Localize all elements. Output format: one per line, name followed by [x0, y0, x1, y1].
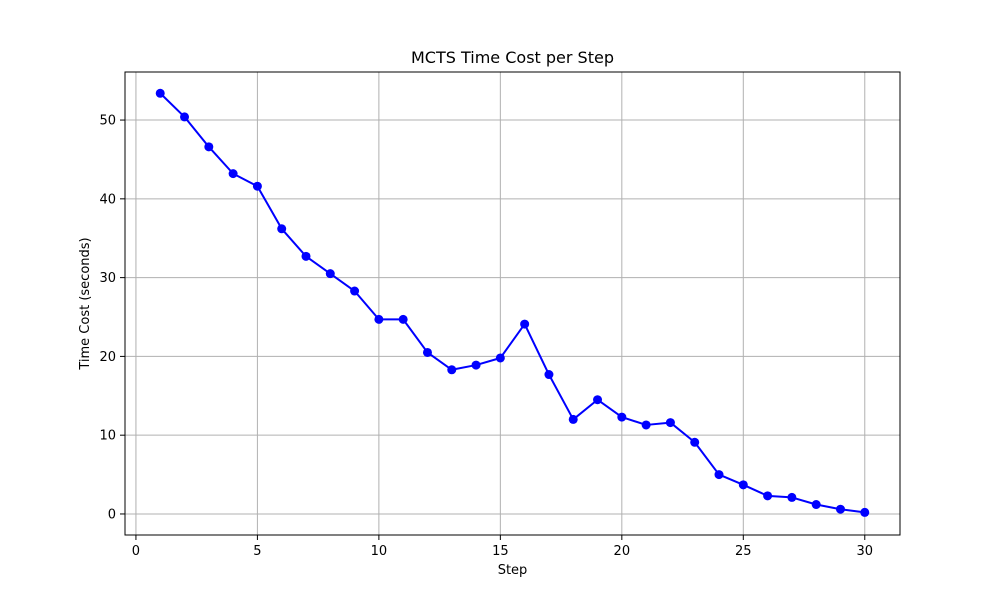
- data-point: [471, 360, 481, 370]
- x-tick-label: 30: [856, 544, 873, 559]
- data-point: [350, 286, 360, 296]
- data-point: [787, 492, 797, 502]
- plot-area-frame: [124, 71, 901, 536]
- data-point: [617, 412, 627, 422]
- series-layer: [155, 88, 870, 517]
- data-point: [495, 353, 505, 363]
- data-point: [447, 365, 457, 375]
- data-point: [301, 251, 311, 261]
- x-tick-label: 25: [735, 544, 752, 559]
- data-point: [593, 395, 603, 405]
- data-point: [398, 314, 408, 324]
- data-point: [277, 224, 287, 234]
- data-point: [714, 470, 724, 480]
- y-axis-label: Time Cost (seconds): [78, 237, 93, 370]
- data-point: [860, 507, 870, 517]
- data-point: [155, 88, 165, 98]
- y-tick-label: 50: [99, 114, 116, 129]
- data-point: [325, 269, 335, 279]
- data-point: [763, 491, 773, 501]
- y-tick-label: 20: [99, 350, 116, 365]
- data-point: [520, 319, 530, 329]
- x-tick-label: 10: [371, 544, 388, 559]
- data-point: [422, 347, 432, 357]
- chart-title: MCTS Time Cost per Step: [411, 48, 614, 67]
- data-point: [811, 500, 821, 510]
- grid: [125, 72, 900, 535]
- data-point: [690, 437, 700, 447]
- data-point: [374, 314, 384, 324]
- data-point: [568, 414, 578, 424]
- data-point: [544, 370, 554, 380]
- data-point: [738, 480, 748, 490]
- y-tick-label: 30: [99, 271, 116, 286]
- x-axis-label: Step: [498, 563, 528, 578]
- data-point: [641, 420, 651, 430]
- data-point: [204, 142, 214, 152]
- x-tick-label: 20: [614, 544, 631, 559]
- y-tick-label: 40: [99, 192, 116, 207]
- y-tick-label: 0: [108, 507, 116, 522]
- data-point: [665, 418, 675, 428]
- data-point: [835, 504, 845, 514]
- x-tick-label: 0: [132, 544, 140, 559]
- series-line: [159, 92, 865, 514]
- axis-ticks: 0 5 10 15 20 25 30 0 10 20 30 40 50: [99, 114, 873, 559]
- x-tick-label: 15: [492, 544, 509, 559]
- data-point: [180, 112, 190, 122]
- y-tick-label: 10: [99, 429, 116, 444]
- data-point: [252, 181, 262, 191]
- data-point: [228, 169, 238, 179]
- x-tick-label: 5: [253, 544, 261, 559]
